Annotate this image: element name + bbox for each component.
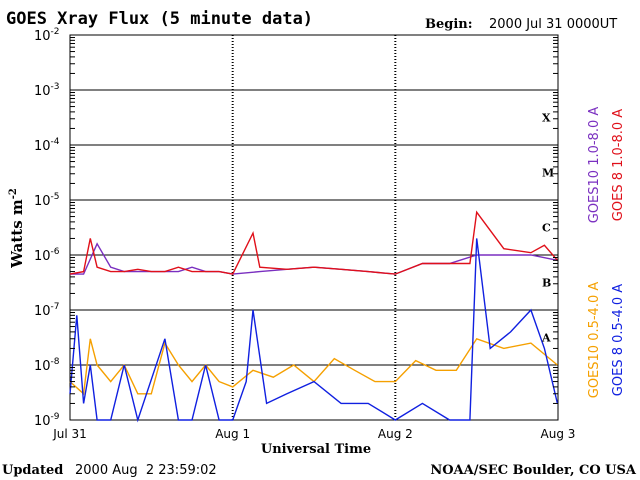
flare-class-label: C [542, 222, 551, 235]
legend-entry: GOES10 1.0-8.0 A [587, 107, 602, 224]
series-layer [69, 210, 559, 423]
x-tick-label: Aug 3 [541, 427, 576, 441]
y-tick-label: 10-4 [34, 137, 60, 154]
flare-class-label: B [542, 277, 551, 290]
legend: GOES10 1.0-8.0 A GOES 8 1.0-8.0 A GOES10 0… [587, 107, 626, 399]
y-tick-label: 10-7 [34, 302, 60, 319]
y-tick-label: 10-2 [34, 27, 60, 44]
legend-entry: GOES 8 0.5-4.0 A [611, 284, 626, 396]
chart-title: GOES Xray Flux (5 minute data) [6, 9, 313, 29]
begin-value: 2000 Jul 31 0000UT [489, 17, 617, 32]
series-line [69, 337, 558, 396]
series-line [69, 210, 558, 275]
legend-entry: GOES10 0.5-4.0 A [587, 282, 602, 399]
grid-layer [70, 35, 558, 420]
flare-class-label: M [542, 167, 554, 180]
y-tick-label: 10-9 [34, 412, 60, 429]
y-tick-label: 10-3 [34, 82, 60, 99]
y-tick-label: 10-5 [34, 192, 60, 209]
source-credit: NOAA/SEC Boulder, CO USA [430, 463, 637, 478]
y-tick-label: 10-6 [34, 247, 60, 264]
flare-class-label: X [542, 112, 551, 125]
flare-class-label: A [541, 332, 551, 345]
updated-label: Updated [2, 463, 63, 478]
x-tick-label: Jul 31 [52, 427, 87, 441]
x-tick-label: Aug 2 [378, 427, 413, 441]
tick-layer: 10-9 10-8 10-7 10-6 10-5 10-4 10-3 10-2 Jul 31 Au… [34, 27, 575, 441]
updated-value: 2000 Aug 2 23:59:02 [75, 463, 217, 478]
x-axis-label: Universal Time [261, 442, 371, 457]
x-tick-label: Aug 1 [215, 427, 250, 441]
plot-frame [69, 34, 559, 421]
begin-label: Begin: [425, 17, 473, 32]
legend-entry: GOES 8 1.0-8.0 A [611, 109, 626, 221]
y-axis-label: Watts m-2 [8, 188, 26, 269]
y-tick-label: 10-8 [34, 357, 60, 374]
series-line [69, 238, 559, 423]
